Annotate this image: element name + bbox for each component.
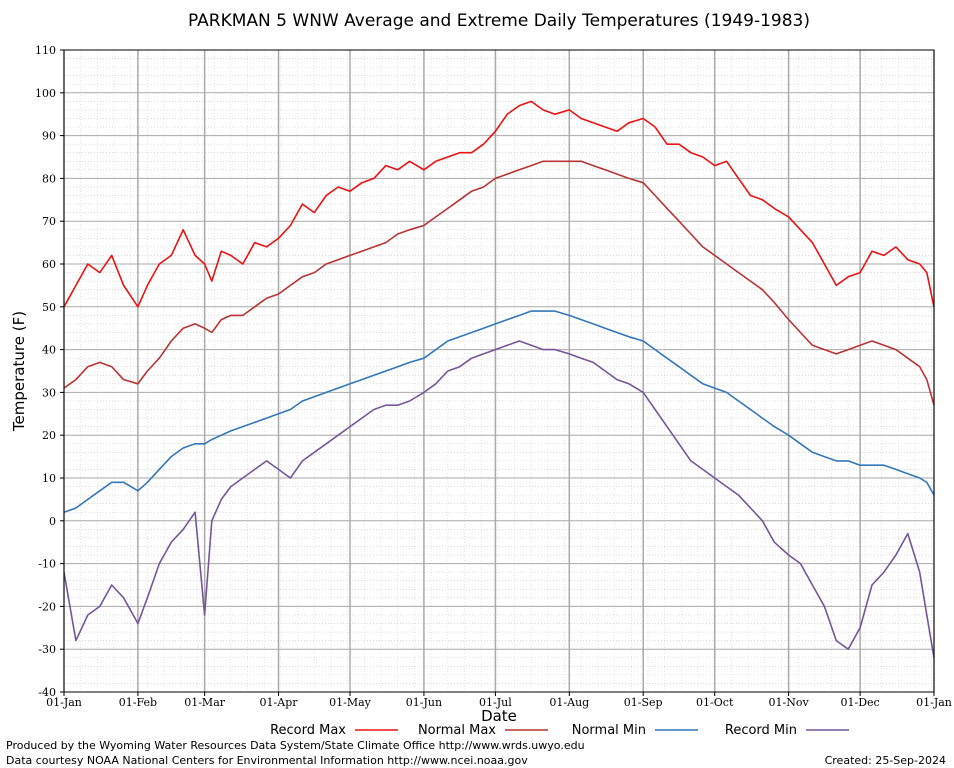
legend-label: Record Max	[270, 723, 346, 738]
y-tick-label: 40	[42, 344, 56, 357]
y-tick-label: 110	[35, 44, 56, 57]
series-line-normal-min	[63, 310, 935, 513]
series-lines	[63, 100, 935, 658]
y-tick-label: -40	[38, 686, 56, 699]
chart-title: PARKMAN 5 WNW Average and Extreme Daily …	[188, 11, 810, 31]
x-tick-label: 01-Dec	[841, 696, 880, 709]
x-tick-label: 01-Jan	[916, 696, 952, 709]
legend-label: Normal Min	[572, 723, 646, 738]
y-tick-label: 30	[42, 386, 56, 399]
x-tick-label: 01-Oct	[696, 696, 734, 709]
series-line-normal-max	[63, 160, 935, 406]
y-tick-label: 100	[35, 87, 56, 100]
x-tick-label: 01-Jan	[46, 696, 82, 709]
x-tick-label: 01-Aug	[549, 696, 589, 709]
series-line-record-min	[63, 340, 935, 658]
x-tick-label: 01-Jun	[406, 696, 442, 709]
x-axis-label: Date	[481, 707, 517, 725]
y-tick-label: 70	[42, 215, 56, 228]
x-tick-label: 01-Sep	[624, 696, 663, 709]
y-axis-label: Temperature (F)	[10, 311, 28, 432]
y-tick-label: 0	[49, 515, 56, 528]
y-tick-label: -20	[38, 600, 56, 613]
plot-frame	[63, 49, 935, 693]
x-axis-ticks: 01-Jan 01-Feb 01-Mar 01-Apr 01-May 01-Jun 01-J…	[46, 692, 952, 709]
footer-created: Created: 25-Sep-2024	[825, 754, 946, 767]
y-tick-label: 60	[42, 258, 56, 271]
x-tick-label: 01-Jul	[479, 696, 512, 709]
grid	[63, 49, 935, 693]
x-tick-label: 01-Nov	[769, 696, 810, 709]
legend: Record Max Normal Max Normal Min Record Min	[270, 723, 849, 738]
y-tick-label: 80	[42, 172, 56, 185]
x-tick-label: 01-Mar	[184, 696, 226, 709]
x-tick-label: 01-Feb	[119, 696, 157, 709]
y-tick-label: 50	[42, 301, 56, 314]
y-tick-label: 20	[42, 429, 56, 442]
footer-data-courtesy: Data courtesy NOAA National Centers for …	[6, 754, 528, 767]
series-line-record-max	[63, 100, 935, 308]
x-tick-label: 01-Apr	[260, 696, 299, 709]
x-tick-label: 01-May	[329, 696, 372, 709]
footer-produced-by: Produced by the Wyoming Water Resources …	[6, 739, 585, 752]
legend-label: Normal Max	[418, 723, 496, 738]
y-tick-label: 90	[42, 130, 56, 143]
y-tick-label: 10	[42, 472, 56, 485]
y-tick-label: -30	[38, 643, 56, 656]
y-tick-label: -10	[38, 558, 56, 571]
legend-label: Record Min	[725, 723, 797, 738]
